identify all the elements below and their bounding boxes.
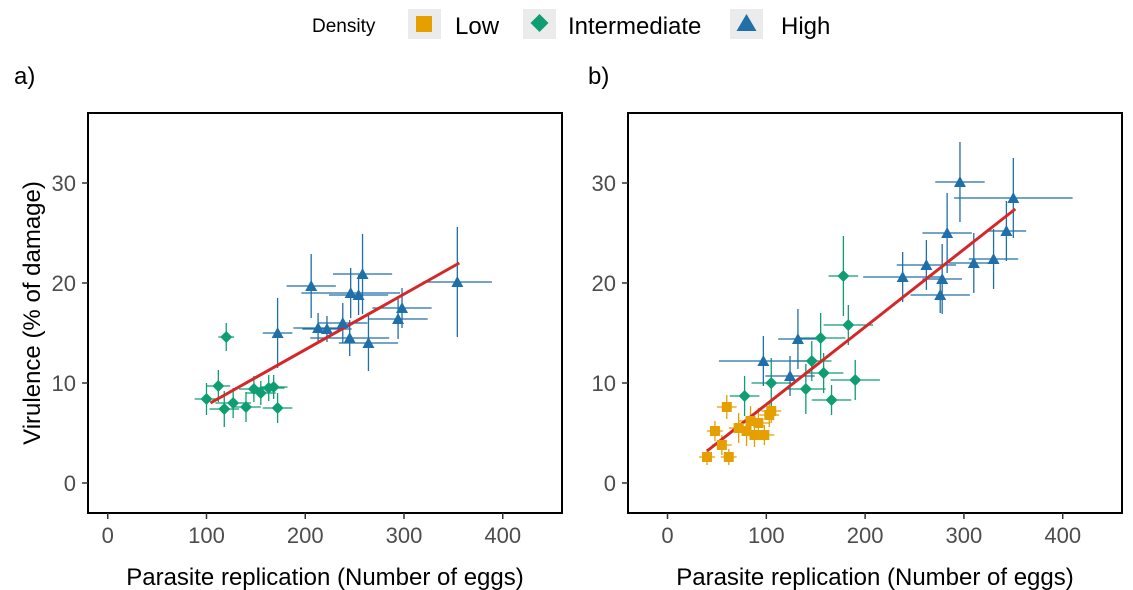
data-point-high (941, 227, 954, 238)
x-tick-label: 100 (188, 523, 225, 548)
data-point-intermediate (765, 377, 778, 389)
x-tick-label: 400 (1044, 523, 1081, 548)
data-point-high (271, 327, 284, 338)
legend-intermediate-diamond-icon (530, 14, 549, 32)
data-point-high (362, 337, 375, 348)
legend-label-low: Low (455, 13, 500, 40)
data-point-low (766, 406, 777, 416)
data-point-high (336, 317, 349, 328)
data-point-high (784, 370, 797, 381)
data-point-intermediate (267, 381, 280, 393)
data-point-intermediate (837, 270, 850, 282)
data-point-low (702, 452, 713, 462)
data-point-intermediate (240, 401, 252, 413)
y-tick-label: 20 (52, 271, 76, 296)
panel-label: a) (14, 63, 35, 90)
y-tick-label: 30 (592, 171, 616, 196)
data-point-intermediate (271, 402, 284, 414)
x-tick-label: 0 (661, 523, 673, 548)
data-point-low (716, 440, 727, 450)
data-point-high (953, 176, 966, 187)
legend-high-triangle-icon (736, 14, 757, 31)
data-point-low (723, 452, 734, 462)
legend-title: Density (312, 16, 376, 37)
data-point-high (352, 289, 365, 300)
data-point-intermediate (805, 355, 818, 367)
data-point-low (721, 402, 732, 412)
data-point-high (934, 289, 947, 300)
y-tick-label: 0 (604, 471, 616, 496)
data-point-low (745, 416, 756, 426)
data-point-high (312, 322, 325, 333)
x-axis-label: Parasite replication (Number of eggs) (676, 564, 1074, 590)
data-point-high (344, 287, 357, 298)
data-point-high (791, 333, 804, 344)
y-tick-label: 0 (64, 471, 76, 496)
data-point-high (757, 355, 770, 366)
data-point-high (305, 280, 318, 291)
regression-line (706, 207, 1017, 453)
legend-label-high: High (781, 13, 830, 40)
x-axis-label: Parasite replication (Number of eggs) (126, 564, 524, 590)
data-point-high (987, 253, 1000, 264)
data-point-intermediate (227, 397, 240, 409)
data-point-intermediate (218, 403, 231, 415)
legend-low-square-icon (416, 16, 432, 32)
data-point-high (967, 257, 980, 268)
plot-area (627, 112, 1123, 514)
data-point-high (1007, 192, 1020, 203)
data-point-intermediate (254, 387, 267, 399)
data-point-high (320, 323, 333, 334)
data-point-high (451, 276, 464, 287)
x-tick-label: 300 (386, 523, 423, 548)
data-point-intermediate (849, 374, 862, 386)
data-point-high (396, 302, 409, 313)
data-point-low (753, 418, 764, 428)
data-point-high (356, 268, 369, 279)
x-tick-label: 100 (748, 523, 785, 548)
data-point-low (759, 430, 770, 440)
data-point-intermediate (200, 393, 213, 405)
data-point-low (749, 430, 760, 440)
data-point-low (709, 426, 720, 436)
legend-label-intermediate: Intermediate (568, 13, 701, 40)
data-point-high (936, 273, 949, 284)
x-tick-label: 400 (484, 523, 521, 548)
panel-label: b) (588, 63, 609, 90)
x-tick-label: 200 (287, 523, 324, 548)
data-point-intermediate (738, 390, 751, 402)
y-tick-label: 30 (52, 171, 76, 196)
legend: Density Low Intermediate High (312, 9, 830, 40)
y-tick-label: 10 (592, 371, 616, 396)
y-tick-label: 10 (52, 371, 76, 396)
data-point-high (392, 313, 405, 324)
regression-line (209, 261, 461, 405)
data-point-low (741, 426, 752, 436)
x-tick-label: 200 (847, 523, 884, 548)
x-tick-label: 300 (946, 523, 983, 548)
data-point-intermediate (842, 319, 855, 331)
panel-a: a) 0 100 200 300 400 0 10 20 30 Parasite replicati… (14, 63, 563, 590)
x-tick-label: 0 (102, 523, 114, 548)
panel-b: b) 0 100 200 300 400 0 10 20 30 Parasite replicati… (588, 63, 1123, 590)
data-point-intermediate (220, 331, 233, 343)
data-point-high (1000, 225, 1013, 236)
data-point-low (733, 423, 744, 433)
data-point-high (343, 332, 356, 343)
plot-area (87, 112, 563, 514)
data-point-intermediate (825, 394, 838, 406)
data-point-intermediate (817, 367, 830, 379)
y-axis-label: Virulence (% of damage) (19, 181, 46, 445)
data-point-intermediate (814, 332, 827, 344)
data-point-intermediate (799, 383, 812, 395)
y-tick-label: 20 (592, 271, 616, 296)
data-point-high (920, 259, 933, 270)
data-point-high (896, 271, 909, 282)
data-point-intermediate (212, 380, 225, 392)
